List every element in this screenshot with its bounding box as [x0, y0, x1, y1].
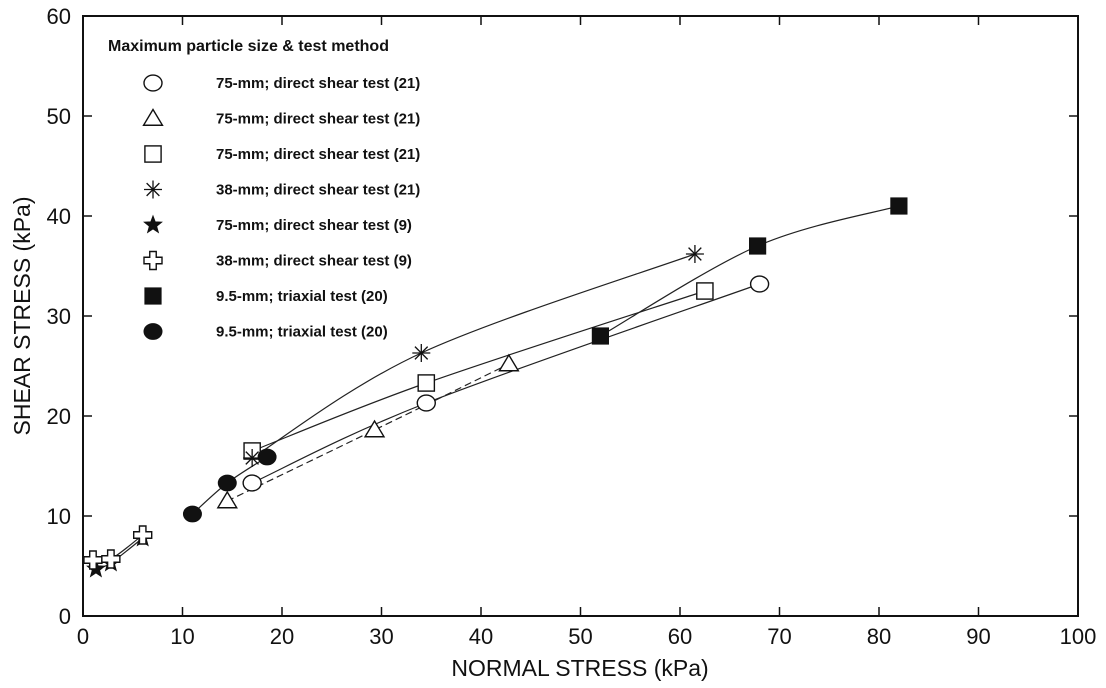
series-curve [227, 363, 510, 502]
filled-circle-marker [217, 474, 237, 492]
x-tick-label: 60 [668, 624, 692, 649]
series-curve [251, 290, 706, 452]
x-tick-label: 20 [270, 624, 294, 649]
y-tick-label: 40 [47, 204, 71, 229]
x-tick-label: 70 [767, 624, 791, 649]
y-tick-label: 50 [47, 104, 71, 129]
data-markers [83, 197, 908, 578]
legend-entry-label: 38-mm; direct shear test (9) [216, 253, 412, 270]
open-square-marker [417, 374, 436, 392]
series-curve [251, 253, 696, 459]
open-cross-marker [83, 550, 103, 570]
open-cross-marker [101, 549, 121, 569]
y-tick-label: 10 [47, 504, 71, 529]
open-triangle-marker [363, 419, 386, 438]
open-cross-marker [143, 250, 163, 271]
asterisk-marker [144, 180, 162, 199]
legend-entry-label: 75-mm; direct shear test (21) [216, 146, 420, 163]
x-axis-title: NORMAL STRESS (kPa) [451, 655, 708, 681]
x-tick-label: 90 [966, 624, 990, 649]
plot-frame [82, 15, 1079, 617]
fit-curves [92, 205, 900, 570]
filled-square-marker [749, 237, 767, 255]
x-tick-label: 10 [170, 624, 194, 649]
open-cross-marker [132, 525, 153, 545]
filled-star-marker [143, 214, 163, 234]
y-tick-label: 20 [47, 404, 71, 429]
y-tick-label: 60 [47, 4, 71, 29]
filled-circle-marker [257, 448, 277, 466]
x-tick-label: 50 [568, 624, 592, 649]
open-triangle-marker [142, 108, 164, 126]
axis-ticks: 0 10 20 30 40 50 60 70 80 90 100 0 10 20 30 40 50 60 [47, 4, 1097, 649]
asterisk-marker [412, 344, 431, 362]
legend-entry-label: 75-mm; direct shear test (9) [216, 217, 412, 234]
x-tick-label: 30 [369, 624, 393, 649]
legend-entry-label: 9.5-mm; triaxial test (20) [216, 288, 388, 305]
x-tick-label: 40 [469, 624, 493, 649]
legend-entry-label: 75-mm; direct shear test (21) [216, 111, 420, 128]
open-square-marker [696, 282, 714, 300]
legend-title: Maximum particle size & test method [108, 38, 389, 55]
filled-square-marker [591, 327, 609, 345]
filled-square-marker [144, 287, 162, 305]
asterisk-marker [685, 245, 704, 263]
asterisk-marker [243, 449, 262, 467]
filled-square-marker [890, 197, 908, 215]
open-triangle-marker [216, 490, 238, 509]
legend-entry-label: 38-mm; direct shear test (21) [216, 182, 420, 199]
legend-entry-label: 75-mm; direct shear test (21) [216, 75, 420, 92]
legend-entry-label: 9.5-mm; triaxial test (20) [216, 324, 388, 341]
x-tick-label: 0 [77, 624, 89, 649]
y-tick-label: 0 [59, 604, 71, 629]
open-circle-marker [416, 394, 436, 412]
open-triangle-marker [498, 353, 520, 372]
open-circle-marker [749, 275, 770, 293]
open-circle-marker [143, 74, 163, 92]
filled-circle-marker [182, 505, 202, 523]
x-tick-label: 100 [1060, 624, 1097, 649]
open-square-marker [144, 145, 162, 163]
open-circle-marker [242, 474, 262, 492]
y-tick-label: 30 [47, 304, 71, 329]
series-curve [251, 283, 760, 484]
filled-circle-marker [143, 323, 163, 340]
y-axis-title: SHEAR STRESS (kPa) [9, 197, 35, 436]
legend: Maximum particle size & test method 75-m… [108, 38, 420, 341]
x-tick-label: 80 [867, 624, 891, 649]
